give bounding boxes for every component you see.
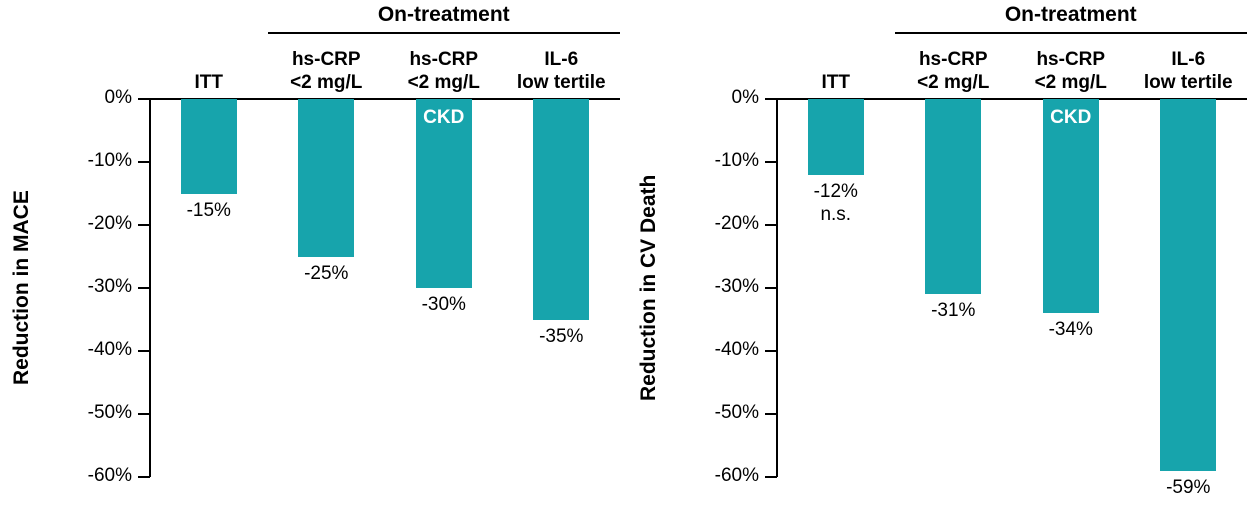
bar-value-label: -34%	[1048, 319, 1093, 341]
bar	[1160, 99, 1217, 471]
category-label: IL-6 low tertile	[516, 49, 606, 93]
bar-value-label: -12% n.s.	[813, 180, 858, 226]
y-tick-label: -60%	[87, 465, 132, 486]
bar	[180, 99, 237, 194]
y-tick-label: 0%	[731, 87, 759, 108]
group-header-label: On-treatment	[1004, 3, 1137, 26]
y-tick-mark	[138, 413, 150, 415]
category-label: hs-CRP <2 mg/L	[407, 49, 480, 93]
category-labels: ITT hs-CRP <2 mg/L hs-CRP <2 mg/L IL-6 low …	[777, 36, 1247, 96]
group-header-underline	[267, 32, 620, 34]
zero-baseline	[150, 98, 620, 100]
y-tick-label: -40%	[714, 339, 759, 360]
category-label: hs-CRP <2 mg/L	[1034, 49, 1107, 93]
category-label: ITT	[821, 71, 851, 93]
y-tick-label: -10%	[714, 150, 759, 171]
bar-value-label: -31%	[931, 300, 976, 322]
bar-value-label: -59%	[1166, 476, 1211, 498]
y-tick-mark	[138, 476, 150, 478]
y-tick-mark	[765, 98, 777, 100]
y-tick-mark	[138, 98, 150, 100]
chart-reduction-in-cv-death: Reduction in CV Death On-treatment ITT hs…	[627, 0, 1254, 528]
y-tick-label: -60%	[714, 465, 759, 486]
group-header: On-treatment	[894, 3, 1247, 34]
y-axis-title: Reduction in CV Death	[637, 174, 660, 402]
category-labels: ITT hs-CRP <2 mg/L hs-CRP <2 mg/L IL-6 low …	[150, 36, 620, 96]
y-tick-label: -50%	[714, 402, 759, 423]
y-tick-mark	[765, 350, 777, 352]
category-label: hs-CRP <2 mg/L	[290, 49, 363, 93]
y-tick-label: -50%	[87, 402, 132, 423]
bar	[807, 99, 864, 175]
y-tick-label: -10%	[87, 150, 132, 171]
category-label: hs-CRP <2 mg/L	[917, 49, 990, 93]
plot-area: 0% -10% -20% -30% -40% -50% -60% -12% n.s. -31% C…	[715, 87, 1247, 498]
bar-value-label: -15%	[186, 199, 231, 221]
bar: CKD	[415, 99, 472, 288]
bar	[533, 99, 590, 320]
bar-inner-label: CKD	[1050, 107, 1092, 128]
y-tick-mark	[138, 350, 150, 352]
bar	[298, 99, 355, 257]
bar-value-label: -35%	[539, 325, 584, 347]
zero-baseline	[777, 98, 1247, 100]
chart-reduction-in-mace: Reduction in MACE On-treatment ITT hs-CRP…	[10, 3, 620, 486]
y-tick-mark	[138, 287, 150, 289]
bar: CKD	[1042, 99, 1099, 314]
y-tick-mark	[138, 224, 150, 226]
y-axis-title: Reduction in MACE	[10, 190, 33, 386]
group-header-label: On-treatment	[377, 3, 510, 26]
y-tick-label: -20%	[714, 213, 759, 234]
y-tick-label: -40%	[87, 339, 132, 360]
y-tick-label: -20%	[87, 213, 132, 234]
bar-value-label: -30%	[421, 294, 466, 315]
y-tick-mark	[765, 476, 777, 478]
y-tick-label: -30%	[87, 276, 132, 297]
category-label: IL-6 low tertile	[1143, 49, 1233, 93]
bar-value-label: -25%	[304, 262, 349, 284]
plot-area: 0% -10% -20% -30% -40% -50% -60% -15% -25% CKD -30…	[88, 87, 620, 486]
bar-inner-label: CKD	[423, 107, 465, 128]
category-label: ITT	[194, 71, 224, 93]
group-header: On-treatment	[267, 3, 620, 34]
y-tick-mark	[765, 224, 777, 226]
y-tick-mark	[765, 287, 777, 289]
bar	[925, 99, 982, 295]
group-header-underline	[894, 32, 1247, 34]
y-tick-mark	[765, 161, 777, 163]
y-tick-mark	[765, 413, 777, 415]
y-tick-mark	[138, 161, 150, 163]
y-tick-label: -30%	[714, 276, 759, 297]
y-tick-label: 0%	[104, 87, 132, 108]
